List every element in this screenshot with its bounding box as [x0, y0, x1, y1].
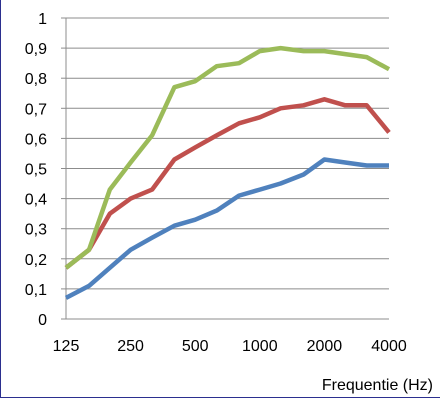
- y-tick-label: 0,3: [25, 222, 47, 239]
- x-tick-label: 1000: [242, 338, 278, 355]
- x-tick-label: 250: [117, 338, 144, 355]
- y-tick-label: 0,9: [25, 41, 47, 58]
- y-tick-label: 0,5: [25, 162, 47, 179]
- y-tick-label: 0,6: [25, 131, 47, 148]
- series-lines: [64, 45, 391, 300]
- x-tick-label: 125: [53, 338, 80, 355]
- axes: [61, 17, 389, 320]
- series-line-2: [64, 97, 391, 270]
- x-tick-label: 4000: [371, 338, 407, 355]
- y-tick-label: 0,8: [25, 71, 47, 88]
- x-axis-title: Frequentie (Hz): [322, 377, 433, 394]
- x-tick-labels: 125 250 500 1000 2000 4000: [53, 338, 407, 355]
- y-tick-label: 1: [38, 11, 47, 28]
- gridlines: [66, 17, 389, 290]
- series-line-3: [64, 45, 391, 270]
- y-tick-label: 0,4: [25, 192, 47, 209]
- y-tick-label: 0,1: [25, 282, 47, 299]
- y-tick-label: 0,2: [25, 252, 47, 269]
- x-tick-label: 500: [182, 338, 209, 355]
- y-tick-label: 0: [38, 312, 47, 329]
- series-line-1: [64, 157, 389, 300]
- y-tick-label: 0,7: [25, 101, 47, 118]
- x-tick-label: 2000: [307, 338, 343, 355]
- y-tick-labels: 0 0,1 0,2 0,3 0,4 0,5 0,6 0,7 0,8 0,9 1: [25, 11, 47, 329]
